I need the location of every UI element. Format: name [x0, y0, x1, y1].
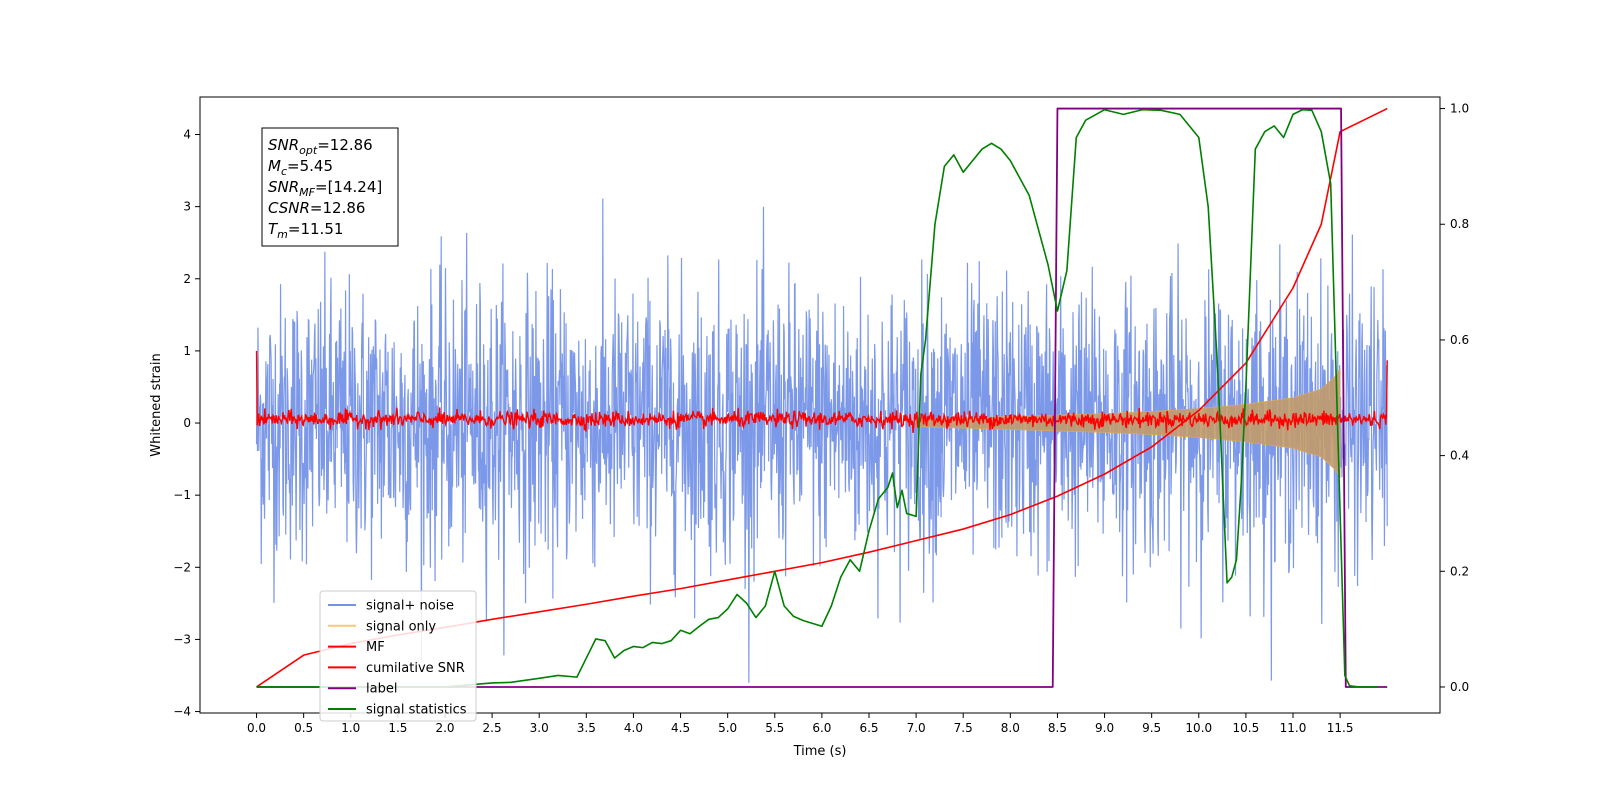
x-tick-label: 2.5 [483, 721, 502, 735]
x-tick-label: 8.0 [1001, 721, 1020, 735]
legend-entry: label [366, 682, 397, 697]
x-tick-label: 11.5 [1327, 721, 1354, 735]
x-tick-label: 2.0 [435, 721, 454, 735]
x-tick-label: 8.5 [1048, 721, 1067, 735]
legend-entry: signal statistics [366, 703, 467, 718]
legend-entry: signal only [366, 619, 436, 634]
legend-entry: signal+ noise [366, 599, 454, 614]
series-signal-statistics [256, 108, 1378, 688]
x-tick-label: 7.5 [954, 721, 973, 735]
y-right-tick-label: 0.8 [1450, 217, 1469, 231]
y-left-tick-label: 4 [183, 128, 191, 142]
y-axis-label-left: Whitened strain [149, 353, 164, 456]
y-left-tick-label: −3 [173, 632, 191, 646]
annotation-box: SNRopt=12.86Mc=5.45SNRMF=[14.24]CSNR=12.… [261, 127, 399, 247]
plot-frame [199, 96, 1441, 714]
y-right-tick-label: 0.4 [1450, 449, 1469, 463]
y-left-tick-label: −2 [173, 560, 191, 574]
x-axis-label: Time (s) [793, 744, 847, 759]
x-tick-label: 0.0 [247, 721, 266, 735]
y-left-tick-label: 0 [183, 416, 191, 430]
x-tick-label: 5.0 [718, 721, 737, 735]
series-signal-noise [255, 198, 1388, 683]
y-axis-right: 0.0 0.2 0.4 0.6 0.8 1.0 [1440, 102, 1469, 694]
x-tick-label: 10.5 [1233, 721, 1260, 735]
annotation-frame [261, 127, 399, 247]
x-tick-label: 0.5 [294, 721, 313, 735]
legend: signal+ noise signal only MF cumilative SNR… [319, 590, 477, 722]
y-axis-left: −4 −3 −2 −1 0 1 2 3 4 [173, 128, 200, 719]
x-tick-label: 3.5 [577, 721, 596, 735]
legend-entry: cumilative SNR [366, 661, 465, 676]
legend-entry: MF [366, 640, 385, 655]
y-left-tick-label: −1 [173, 488, 191, 502]
y-left-tick-label: 2 [183, 272, 191, 286]
x-tick-label: 3.0 [530, 721, 549, 735]
x-tick-label: 9.5 [1142, 721, 1161, 735]
x-axis: 0.0 0.5 1.0 1.5 2.0 2.5 3.0 3.5 4.0 4.5 5.0 5.5 6.0 6… [247, 713, 1353, 735]
x-tick-label: 6.5 [859, 721, 878, 735]
x-tick-label: 5.5 [765, 721, 784, 735]
x-tick-label: 11.0 [1280, 721, 1307, 735]
annotation-line: CSNR=12.86 [268, 199, 365, 217]
x-tick-label: 4.0 [624, 721, 643, 735]
x-tick-label: 1.0 [341, 721, 360, 735]
y-left-tick-label: 1 [183, 344, 191, 358]
x-tick-label: 10.0 [1185, 721, 1212, 735]
series-mf [255, 350, 1388, 434]
annotation-line: SNRopt=12.86 [268, 136, 373, 157]
y-right-tick-label: 1.0 [1450, 102, 1469, 116]
x-tick-label: 7.0 [907, 721, 926, 735]
annotation-line: Tm=11.51 [268, 220, 343, 241]
x-tick-label: 1.5 [388, 721, 407, 735]
x-tick-label: 4.5 [671, 721, 690, 735]
y-left-tick-label: −4 [173, 705, 191, 719]
x-tick-label: 6.0 [812, 721, 831, 735]
x-tick-label: 9.0 [1095, 721, 1114, 735]
annotation-line: Mc=5.45 [268, 157, 333, 178]
annotation-line: SNRMF=[14.24] [268, 178, 382, 199]
legend-frame [319, 590, 477, 722]
y-left-tick-label: 3 [183, 200, 191, 214]
y-right-tick-label: 0.2 [1450, 564, 1469, 578]
y-right-tick-label: 0.6 [1450, 333, 1469, 347]
y-right-tick-label: 0.0 [1450, 680, 1469, 694]
